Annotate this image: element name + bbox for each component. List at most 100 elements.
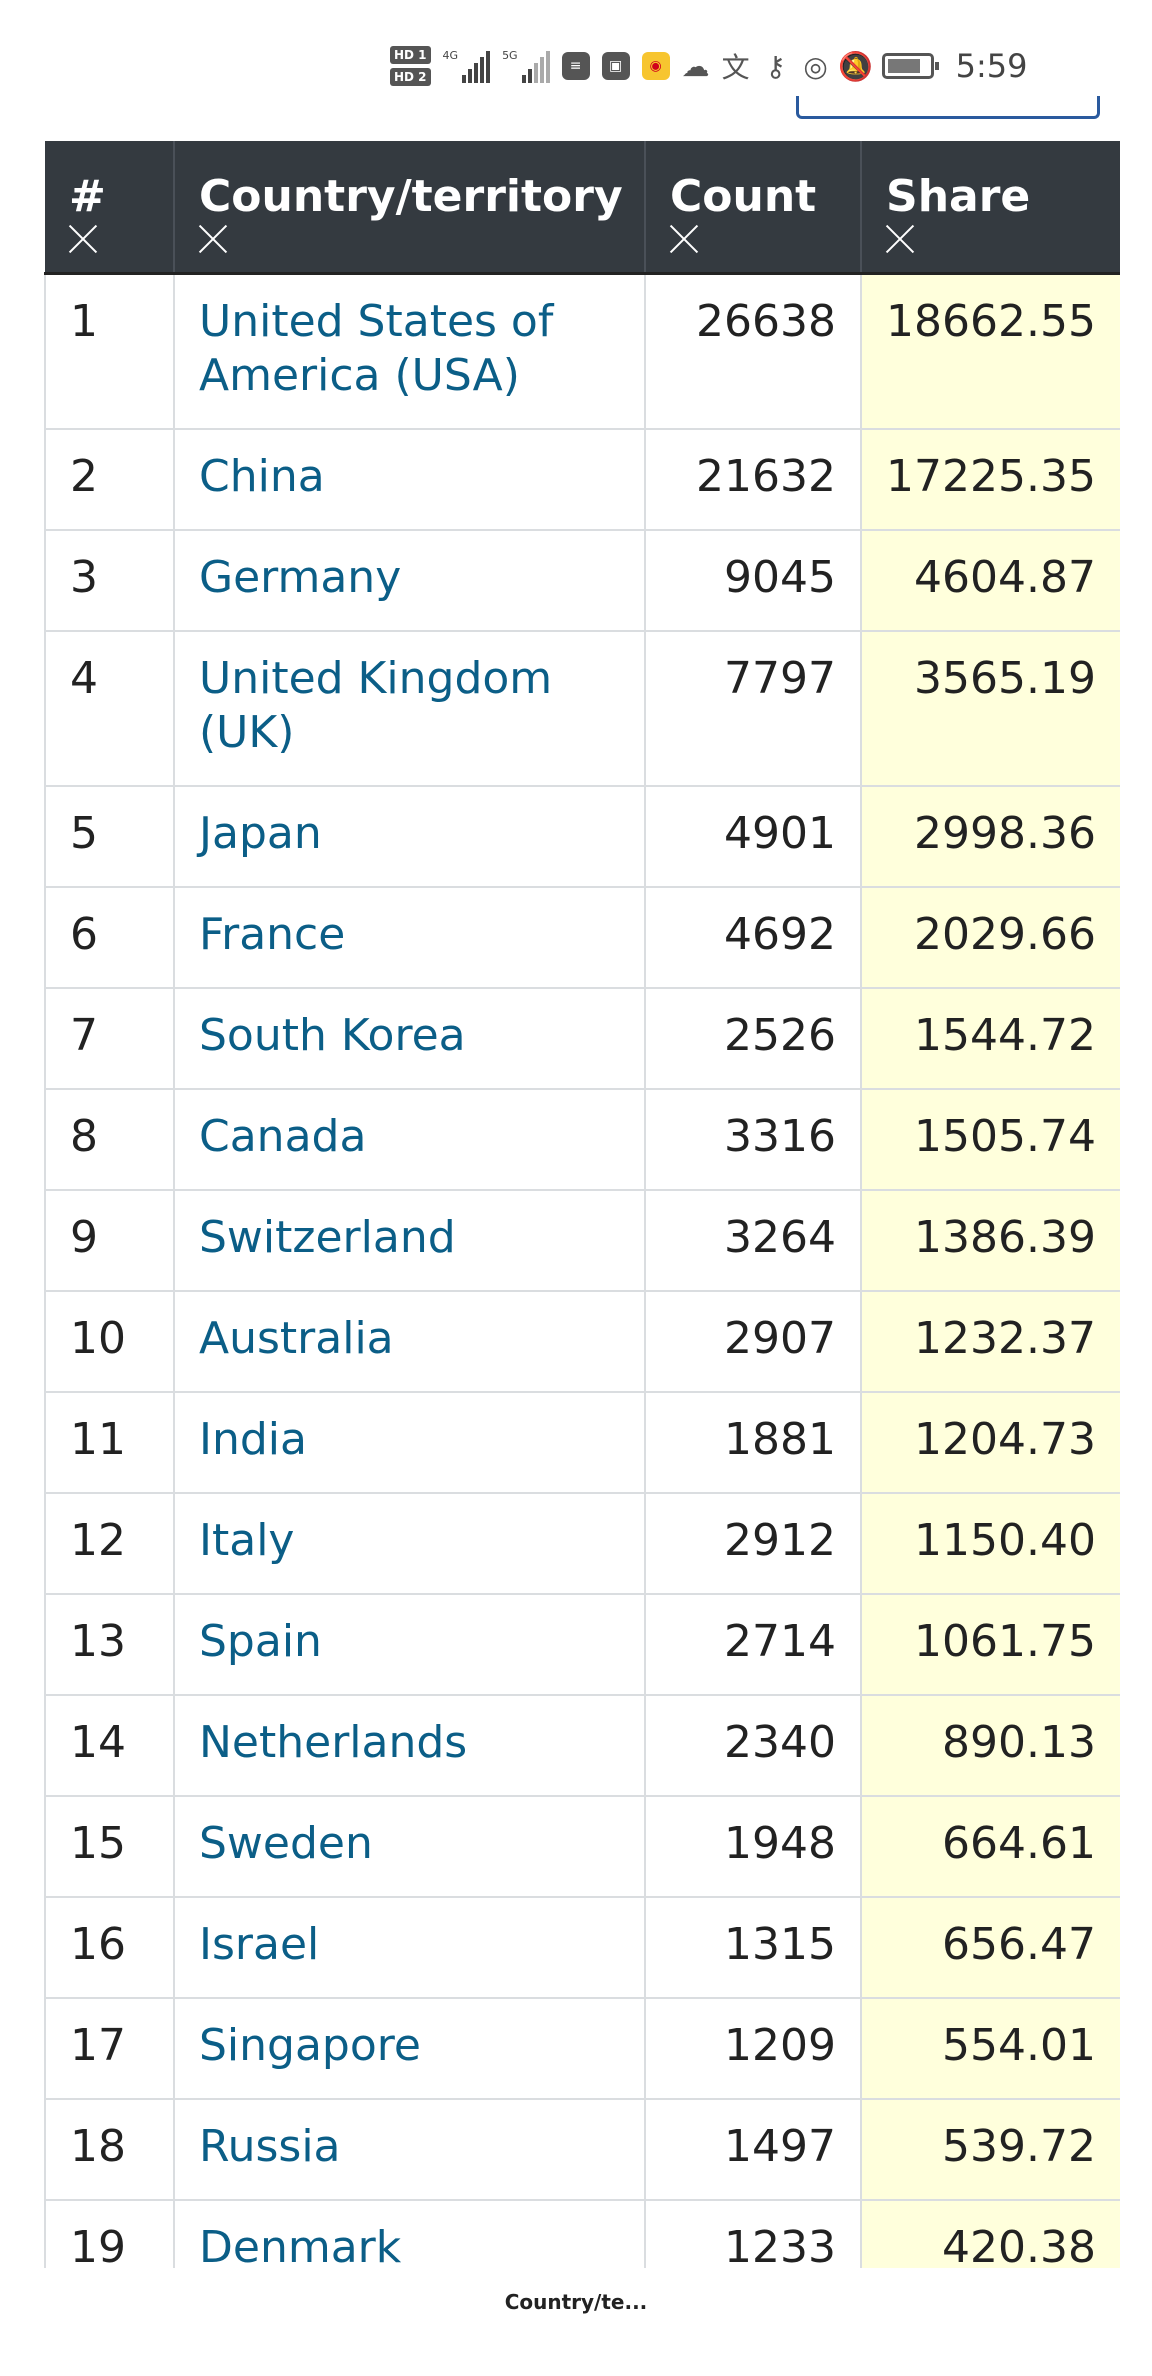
count-cell: 4692: [644, 885, 862, 989]
country-link[interactable]: Canada: [173, 1087, 646, 1191]
table-row: 15 Sweden 1948 664.61: [44, 1794, 1120, 1898]
column-header-share[interactable]: Share: [861, 141, 1120, 275]
table-row: 3 Germany 9045 4604.87: [44, 528, 1120, 632]
column-header-country-label: Country/territory: [199, 171, 623, 222]
country-link[interactable]: Russia: [173, 2097, 646, 2201]
rank-cell: 4: [44, 629, 175, 787]
country-link[interactable]: France: [173, 885, 646, 989]
app-notification-icon: ≡: [561, 52, 590, 80]
sort-icon[interactable]: [886, 224, 914, 252]
rank-cell: 13: [44, 1592, 175, 1696]
country-link[interactable]: United States of America (USA): [173, 272, 646, 430]
wechat-icon: ☁: [681, 49, 710, 83]
rank-cell: 1: [44, 272, 175, 430]
sim-badges: HD 1 HD 2: [390, 46, 431, 86]
country-link[interactable]: Singapore: [173, 1996, 646, 2100]
share-cell: 2998.36: [860, 784, 1120, 888]
table-row: 8 Canada 3316 1505.74: [44, 1087, 1120, 1191]
table-row: 2 China 21632 17225.35: [44, 427, 1120, 531]
count-cell: 2907: [644, 1289, 862, 1393]
rank-cell: 3: [44, 528, 175, 632]
vpn-key-icon: ⚷: [765, 49, 786, 83]
country-link[interactable]: Germany: [173, 528, 646, 632]
table-row: 7 South Korea 2526 1544.72: [44, 986, 1120, 1090]
country-link[interactable]: Denmark: [173, 2198, 646, 2268]
table-body: 1 United States of America (USA) 26638 1866…: [44, 272, 1120, 2268]
country-link[interactable]: Sweden: [173, 1794, 646, 1898]
share-cell: 1386.39: [860, 1188, 1120, 1292]
country-link[interactable]: Italy: [173, 1491, 646, 1595]
share-cell: 539.72: [860, 2097, 1120, 2201]
country-link[interactable]: Spain: [173, 1592, 646, 1696]
clock: 5:59: [955, 47, 1028, 85]
country-table: # Country/territory Count Share 1 United …: [44, 141, 1120, 2268]
weibo-icon: ◉: [641, 52, 670, 80]
count-cell: 4901: [644, 784, 862, 888]
signal-sim1-icon: 4G: [443, 49, 491, 83]
rank-cell: 2: [44, 427, 175, 531]
count-cell: 3264: [644, 1188, 862, 1292]
country-link[interactable]: Netherlands: [173, 1693, 646, 1797]
country-link[interactable]: Israel: [173, 1895, 646, 1999]
table-row: 9 Switzerland 3264 1386.39: [44, 1188, 1120, 1292]
count-cell: 7797: [644, 629, 862, 787]
share-cell: 18662.55: [860, 272, 1120, 430]
count-cell: 1209: [644, 1996, 862, 2100]
column-header-country[interactable]: Country/territory: [174, 141, 646, 275]
table-row: 6 France 4692 2029.66: [44, 885, 1120, 989]
table-row: 10 Australia 2907 1232.37: [44, 1289, 1120, 1393]
rank-cell: 6: [44, 885, 175, 989]
table-header-row: # Country/territory Count Share: [45, 141, 1120, 275]
table-row: 16 Israel 1315 656.47: [44, 1895, 1120, 1999]
column-header-rank[interactable]: #: [45, 141, 175, 275]
table-row: 19 Denmark 1233 420.38: [44, 2198, 1120, 2268]
share-cell: 1232.37: [860, 1289, 1120, 1393]
count-cell: 2912: [644, 1491, 862, 1595]
table-row: 18 Russia 1497 539.72: [44, 2097, 1120, 2201]
sort-icon[interactable]: [69, 224, 97, 252]
country-link[interactable]: Switzerland: [173, 1188, 646, 1292]
rank-cell: 12: [44, 1491, 175, 1595]
count-cell: 26638: [644, 272, 862, 430]
eye-comfort-icon: ◎: [803, 49, 828, 83]
table-row: 5 Japan 4901 2998.36: [44, 784, 1120, 888]
column-header-share-label: Share: [886, 171, 1031, 222]
count-cell: 1233: [644, 2198, 862, 2268]
country-link[interactable]: China: [173, 427, 646, 531]
country-link[interactable]: South Korea: [173, 986, 646, 1090]
share-cell: 554.01: [860, 1996, 1120, 2100]
table-row: 13 Spain 2714 1061.75: [44, 1592, 1120, 1696]
rank-cell: 11: [44, 1390, 175, 1494]
rank-cell: 9: [44, 1188, 175, 1292]
rank-cell: 7: [44, 986, 175, 1090]
bottom-tab-label[interactable]: Country/te...: [504, 2290, 648, 2314]
share-cell: 1505.74: [860, 1087, 1120, 1191]
count-cell: 3316: [644, 1087, 862, 1191]
country-link[interactable]: Japan: [173, 784, 646, 888]
share-cell: 1061.75: [860, 1592, 1120, 1696]
rank-cell: 19: [44, 2198, 175, 2268]
partially-hidden-button[interactable]: [796, 96, 1100, 119]
country-link[interactable]: India: [173, 1390, 646, 1494]
table-row: 12 Italy 2912 1150.40: [44, 1491, 1120, 1595]
count-cell: 1948: [644, 1794, 862, 1898]
column-header-count-label: Count: [670, 171, 817, 222]
rank-cell: 10: [44, 1289, 175, 1393]
translate-icon: 文: [721, 51, 750, 84]
sort-icon[interactable]: [199, 224, 227, 252]
column-header-count[interactable]: Count: [645, 141, 862, 275]
table-row: 11 India 1881 1204.73: [44, 1390, 1120, 1494]
share-cell: 656.47: [860, 1895, 1120, 1999]
sim1-network-label: 4G: [442, 49, 459, 62]
country-link[interactable]: Australia: [173, 1289, 646, 1393]
rank-cell: 15: [44, 1794, 175, 1898]
sort-icon[interactable]: [670, 224, 698, 252]
column-header-rank-label: #: [69, 171, 106, 222]
table-row: 1 United States of America (USA) 26638 1866…: [44, 272, 1120, 430]
share-cell: 1150.40: [860, 1491, 1120, 1595]
huawei-app-icon: ▣: [601, 52, 630, 80]
rank-cell: 5: [44, 784, 175, 888]
count-cell: 2526: [644, 986, 862, 1090]
count-cell: 21632: [644, 427, 862, 531]
country-link[interactable]: United Kingdom (UK): [173, 629, 646, 787]
